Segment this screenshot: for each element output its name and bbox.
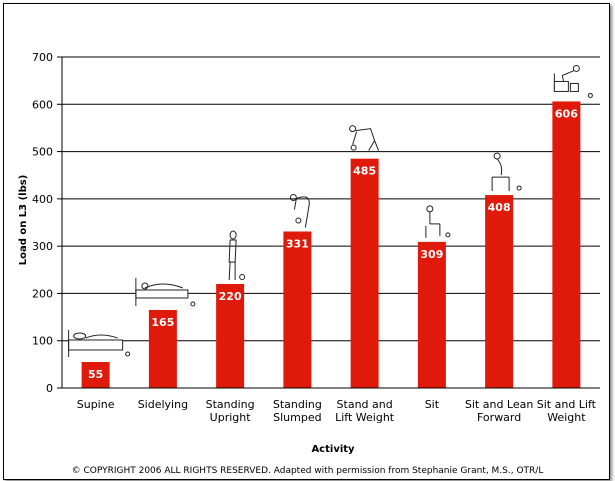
person-sidelying-icon [135,277,196,307]
bar [485,195,514,388]
person-lying-supine-icon [68,329,131,357]
bar-value-label: 485 [353,165,376,178]
x-axis-title: Activity [311,444,355,455]
person-standing-slumped-icon [289,193,310,228]
person-lifting-weight-icon [349,125,380,151]
x-category-label: Weight [547,411,586,424]
bar-value-label: 55 [88,368,103,381]
x-category-label: Standing [206,398,255,411]
y-tick-label: 300 [32,240,53,253]
y-axis-ticks: 0 100 200 300 400 500 600 700 [32,51,62,395]
x-category-label: Supine [77,398,115,411]
y-tick-label: 500 [32,146,53,159]
y-tick-label: 600 [32,98,53,111]
y-tick-label: 200 [32,287,53,300]
person-sitting-lifting-icon [553,64,593,98]
x-category-label: Sit [425,398,440,411]
x-axis-categories: Supine Sidelying StandingUprightStandingSl… [77,398,597,424]
copyright-notice: © COPYRIGHT 2006 ALL RIGHTS RESERVED. Ad… [71,466,544,476]
bar-value-label: 220 [219,290,242,303]
x-category-label: Upright [210,411,252,424]
y-axis-title: Load on L3 (lbs) [18,175,29,266]
person-sitting-icon [425,205,451,238]
x-category-label: Lift Weight [335,411,395,424]
x-category-label: Sit and Lean [465,398,533,411]
bar [350,158,379,388]
x-category-label: Slumped [273,411,321,424]
bar [81,361,110,388]
bar-value-label: 165 [151,316,174,329]
x-category-label: Sidelying [138,398,188,411]
bar [148,309,177,388]
bar-value-labels: 55 165 220 331 485 309 408 606 [88,107,578,381]
y-tick-label: 0 [46,382,53,395]
person-sitting-leaning-icon [491,152,522,192]
bars [81,101,581,388]
bar-value-label: 606 [555,107,578,120]
x-category-label: Standing [273,398,322,411]
bar [216,283,245,388]
y-tick-label: 100 [32,335,53,348]
bar [417,241,446,388]
x-category-label: Forward [477,411,521,424]
bar-chart: 0 100 200 300 400 500 600 700 55 165 220 331 485 309… [18,51,600,455]
x-category-label: Stand and [337,398,393,411]
person-standing-upright-icon [228,230,246,280]
y-tick-label: 400 [32,193,53,206]
y-tick-label: 700 [32,51,53,64]
bar [552,101,581,388]
bar-value-label: 408 [488,201,511,214]
activity-figures [68,64,593,357]
bar-value-label: 331 [286,237,309,250]
bar [283,231,312,388]
x-category-label: Sit and Lift [537,398,597,411]
bar-value-label: 309 [420,248,443,261]
